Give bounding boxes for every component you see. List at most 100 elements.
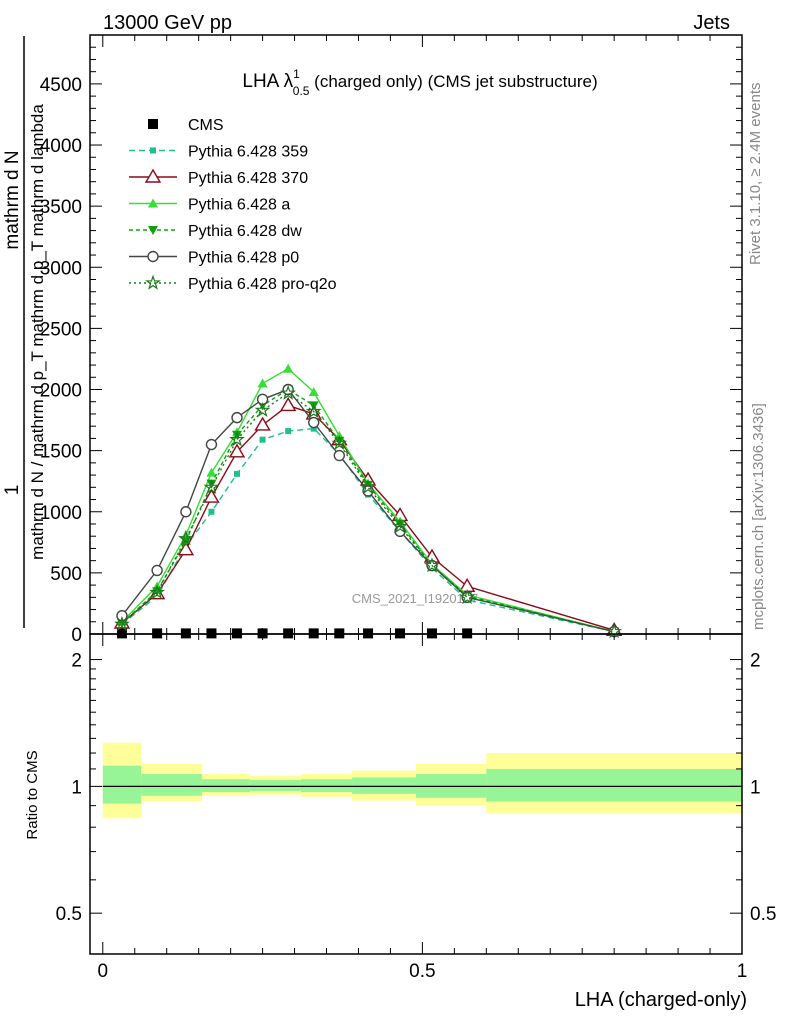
chart-title: LHA λ1 0.5 (charged only) (CMS jet substr…	[242, 67, 597, 98]
ratio-y-tick-label-right: 0.5	[750, 904, 776, 925]
series-line	[121, 392, 615, 633]
series-line	[121, 404, 615, 631]
y-tick-label: 0	[71, 625, 82, 646]
ylabel-top: mathrm d N	[2, 150, 23, 249]
data-point	[424, 557, 440, 573]
data-point	[203, 478, 220, 495]
rivet-label: Rivet 3.1.10, ≥ 2.4M events	[747, 83, 764, 266]
data-point	[203, 488, 220, 503]
legend-entry: Pythia 6.428 370	[188, 170, 308, 187]
data-point	[331, 434, 348, 451]
y-tick-label: 3500	[40, 197, 82, 218]
data-point	[308, 386, 319, 396]
ylabel-numerator: 1	[2, 485, 23, 496]
ratio-y-tick-label: 1	[71, 777, 82, 798]
data-point	[392, 518, 408, 534]
data-point	[205, 438, 218, 451]
green-band	[486, 768, 742, 802]
legend-marker	[148, 198, 158, 208]
y-tick-label: 1500	[40, 442, 82, 463]
data-point	[208, 508, 215, 515]
data-point	[234, 470, 241, 477]
legend-entry: Pythia 6.428 359	[188, 144, 308, 161]
data-point	[231, 411, 243, 424]
legend-entry: Pythia 6.428 dw	[188, 223, 302, 240]
ratio-ylabel: Ratio to CMS	[24, 750, 41, 839]
legend: CMS Pythia 6.428 359 Pythia 6.428 370 Pythi…	[129, 117, 337, 293]
y-tick-label: 4500	[40, 75, 82, 96]
green-band	[201, 779, 250, 792]
y-tick-label: 2000	[40, 381, 82, 402]
y-tick-label: 1000	[40, 503, 82, 524]
data-point	[151, 564, 163, 577]
x-axis-label: LHA (charged-only)	[575, 989, 747, 1011]
data-point	[228, 443, 246, 458]
ratio-y-tick-label-right: 1	[750, 777, 761, 798]
green-band	[141, 773, 202, 796]
ratio-y-tick-label: 2	[71, 651, 82, 672]
header-right: Jets	[693, 12, 730, 34]
data-point	[114, 615, 130, 631]
header-left: 13000 GeV pp	[103, 12, 232, 34]
data-point	[308, 416, 320, 429]
mcplots-label: mcplots.cern.ch [arXiv:1306.3436]	[750, 403, 767, 630]
data-point	[152, 587, 163, 597]
data-point	[180, 506, 192, 518]
ratio-y-tick-label: 0.5	[56, 904, 82, 925]
data-point	[305, 403, 322, 419]
legend-marker	[148, 226, 158, 235]
y-tick-label: 2500	[40, 319, 82, 340]
chart-title-suffix: (charged only) (CMS jet substructure)	[309, 72, 597, 91]
legend-marker	[145, 274, 161, 290]
series-6	[114, 384, 623, 639]
chart-title-main: LHA λ	[242, 71, 293, 92]
legend-entry: Pythia 6.428 p0	[188, 250, 299, 267]
ratio-frame	[89, 633, 743, 955]
data-point	[459, 589, 476, 605]
x-tick-label: 1	[737, 961, 748, 982]
data-point	[333, 449, 345, 462]
data-point	[282, 383, 294, 396]
data-point	[259, 436, 266, 443]
data-point	[280, 384, 297, 400]
x-tick-label: 0	[97, 961, 108, 982]
chart-title-sup: 1	[293, 67, 300, 81]
ratio-y-tick-label-right: 2	[750, 651, 761, 672]
series-line	[121, 388, 615, 633]
watermark: CMS_2021_I1920187	[352, 591, 479, 606]
data-point	[232, 430, 243, 440]
data-point	[116, 609, 128, 622]
legend-entry: Pythia 6.428 pro-q2o	[188, 276, 337, 293]
data-point	[285, 428, 292, 435]
x-tick-label: 0.5	[409, 961, 435, 982]
y-tick-label: 3000	[40, 258, 82, 279]
y-tick-label: 4000	[40, 136, 82, 157]
data-point	[254, 401, 271, 418]
chart-title-sub: 0.5	[293, 84, 310, 98]
green-band	[300, 779, 353, 792]
main-plot: 0 500 1000 1500 2000 2500 3000 3500 4000 4500	[40, 34, 743, 646]
green-band	[102, 765, 142, 804]
data-point	[310, 425, 317, 432]
data-point	[177, 541, 195, 556]
legend-marker	[148, 119, 158, 129]
legend-marker	[144, 168, 162, 183]
ylabel-denominator: mathrm d N / mathrm d p_T mathrm d p_T m…	[28, 104, 47, 560]
data-point	[395, 519, 406, 529]
ratio-plot: 0.5 0.5 1 1 2 2 0 0.5 1	[56, 633, 776, 982]
series-line	[121, 367, 615, 633]
green-band	[249, 780, 301, 792]
data-point	[360, 478, 376, 495]
data-point	[254, 416, 271, 431]
data-point	[279, 397, 297, 412]
green-band	[352, 777, 416, 794]
legend-marker	[147, 250, 159, 263]
data-point	[206, 467, 217, 477]
data-point	[177, 530, 194, 546]
legend-entry: Pythia 6.428 a	[188, 197, 290, 214]
legend-entry: CMS	[188, 117, 224, 134]
data-point	[229, 431, 245, 447]
data-point	[283, 363, 294, 373]
data-point	[257, 378, 268, 388]
